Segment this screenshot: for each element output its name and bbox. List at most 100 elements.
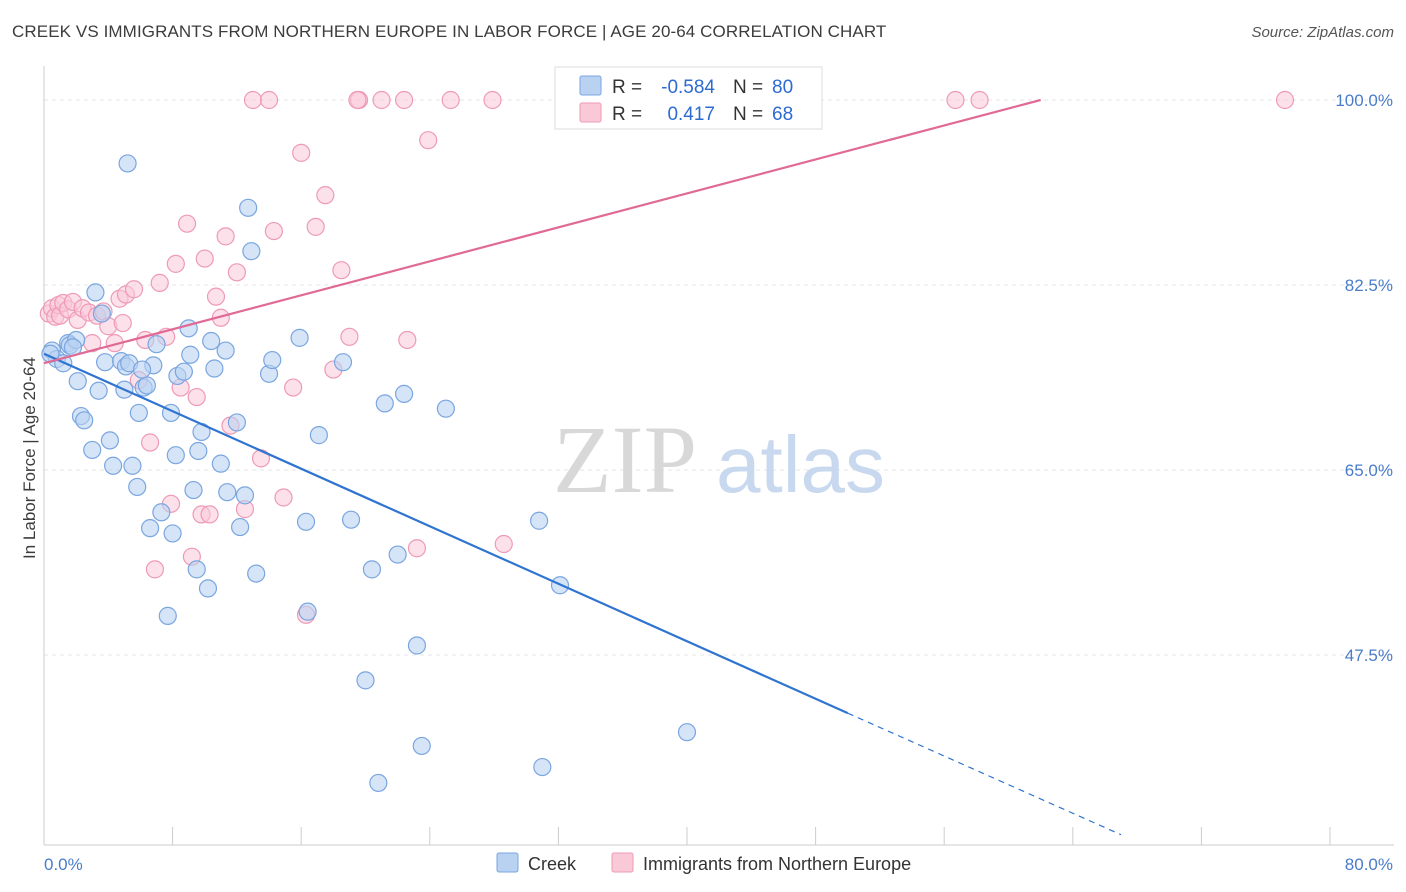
trend-lines: [43, 98, 1122, 836]
axes: [43, 66, 1394, 846]
creek-point: [152, 503, 171, 522]
imm-point: [113, 313, 132, 333]
imm-point: [332, 261, 351, 280]
creek-point: [123, 456, 142, 475]
creek-point: [231, 517, 250, 537]
creek-point: [92, 304, 111, 323]
creek-point: [89, 381, 108, 400]
watermark-atlas: atlas: [716, 420, 885, 509]
creek-point: [407, 636, 427, 655]
creek-point: [83, 440, 102, 460]
creek-point: [388, 545, 407, 564]
imm-trend-line: [43, 98, 1041, 365]
creek-point: [205, 359, 224, 378]
imm-point: [340, 327, 359, 346]
creek-point: [362, 560, 382, 579]
imm-point: [195, 249, 214, 268]
creek-point: [198, 579, 218, 598]
x-tick-label: 0.0%: [44, 855, 83, 874]
creek-point: [341, 510, 361, 529]
creek-point: [140, 519, 160, 538]
imm-point: [187, 387, 206, 407]
y-tick-label: 100.0%: [1335, 91, 1393, 110]
y-tick-labels: 100.0% 82.5% 65.0% 47.5%: [1335, 91, 1393, 665]
imm-point: [316, 186, 335, 205]
creek-point: [530, 511, 549, 530]
imm-point: [243, 90, 263, 110]
creek-point: [147, 335, 166, 354]
stats-imm-r-label: R =: [612, 104, 642, 125]
creek-point: [227, 413, 246, 432]
imm-point: [494, 534, 513, 554]
legend: Creek Immigrants from Northern Europe: [496, 852, 911, 874]
creek-point: [211, 454, 230, 473]
x-tick-labels: 0.0% 80.0%: [44, 855, 1393, 874]
legend-creek-label: Creek: [528, 854, 577, 874]
stats-creek-swatch: [579, 75, 602, 96]
imm-point: [227, 263, 246, 282]
legend-creek-swatch: [496, 852, 519, 873]
imm-point: [145, 560, 165, 579]
y-tick-label: 65.0%: [1345, 461, 1393, 480]
creek-point: [356, 671, 375, 690]
imm-point: [264, 221, 283, 241]
creek-point: [677, 723, 697, 742]
creek-point: [247, 564, 266, 583]
creek-point: [290, 328, 309, 347]
creek-point: [68, 372, 87, 391]
creek-trend-line: [43, 352, 849, 715]
creek-point: [239, 198, 258, 217]
stats-creek-r-label: R =: [612, 77, 642, 98]
stats-imm-swatch: [579, 102, 602, 123]
imm-point: [150, 273, 169, 292]
creek-point: [533, 757, 552, 777]
creek-point: [189, 441, 208, 461]
creek-point: [132, 360, 152, 379]
imm-point: [419, 131, 438, 150]
imm-point: [372, 90, 391, 110]
imm-point: [200, 505, 219, 524]
creek-point: [436, 399, 455, 418]
creek-point: [163, 524, 182, 543]
stats-imm-n-value: 68: [772, 104, 793, 125]
creek-point: [298, 602, 317, 621]
creek-point: [86, 283, 105, 302]
creek-point: [235, 486, 255, 505]
imm-point: [140, 433, 160, 452]
creek-point: [128, 477, 147, 497]
stats-imm-n-label: N =: [733, 104, 763, 125]
imm-point: [284, 378, 303, 397]
creek-point: [242, 242, 261, 261]
creek-point: [394, 384, 414, 403]
chart-source: Source: ZipAtlas.com: [1251, 24, 1394, 41]
creek-point: [296, 512, 316, 531]
watermark-zip: ZIP: [553, 406, 697, 513]
stats-creek-n-value: 80: [772, 77, 793, 98]
imm-point: [348, 90, 367, 110]
creek-point: [263, 350, 282, 370]
imm-point: [274, 488, 293, 507]
creek-point: [95, 353, 115, 372]
creek-trend-extension: [847, 712, 1122, 836]
imm-point: [970, 90, 989, 110]
creek-point: [218, 483, 237, 502]
y-tick-label: 82.5%: [1345, 276, 1393, 295]
creek-point: [333, 353, 353, 372]
creek-point: [181, 345, 200, 364]
legend-imm-label: Immigrants from Northern Europe: [643, 854, 911, 874]
imm-point: [166, 254, 185, 273]
creek-point: [137, 376, 156, 395]
imm-point: [292, 143, 311, 162]
y-tick-label: 47.5%: [1345, 646, 1393, 665]
imm-point: [394, 90, 414, 110]
creek-point: [104, 456, 123, 475]
imm-point: [177, 214, 197, 233]
creek-point: [216, 341, 235, 360]
stats-imm-r-value: 0.417: [667, 104, 715, 125]
grid-lines: [44, 99, 1394, 656]
imm-point: [1275, 90, 1295, 110]
creek-point: [202, 331, 221, 351]
chart-title: CREEK VS IMMIGRANTS FROM NORTHERN EUROPE…: [12, 22, 887, 41]
creek-point: [375, 394, 394, 413]
